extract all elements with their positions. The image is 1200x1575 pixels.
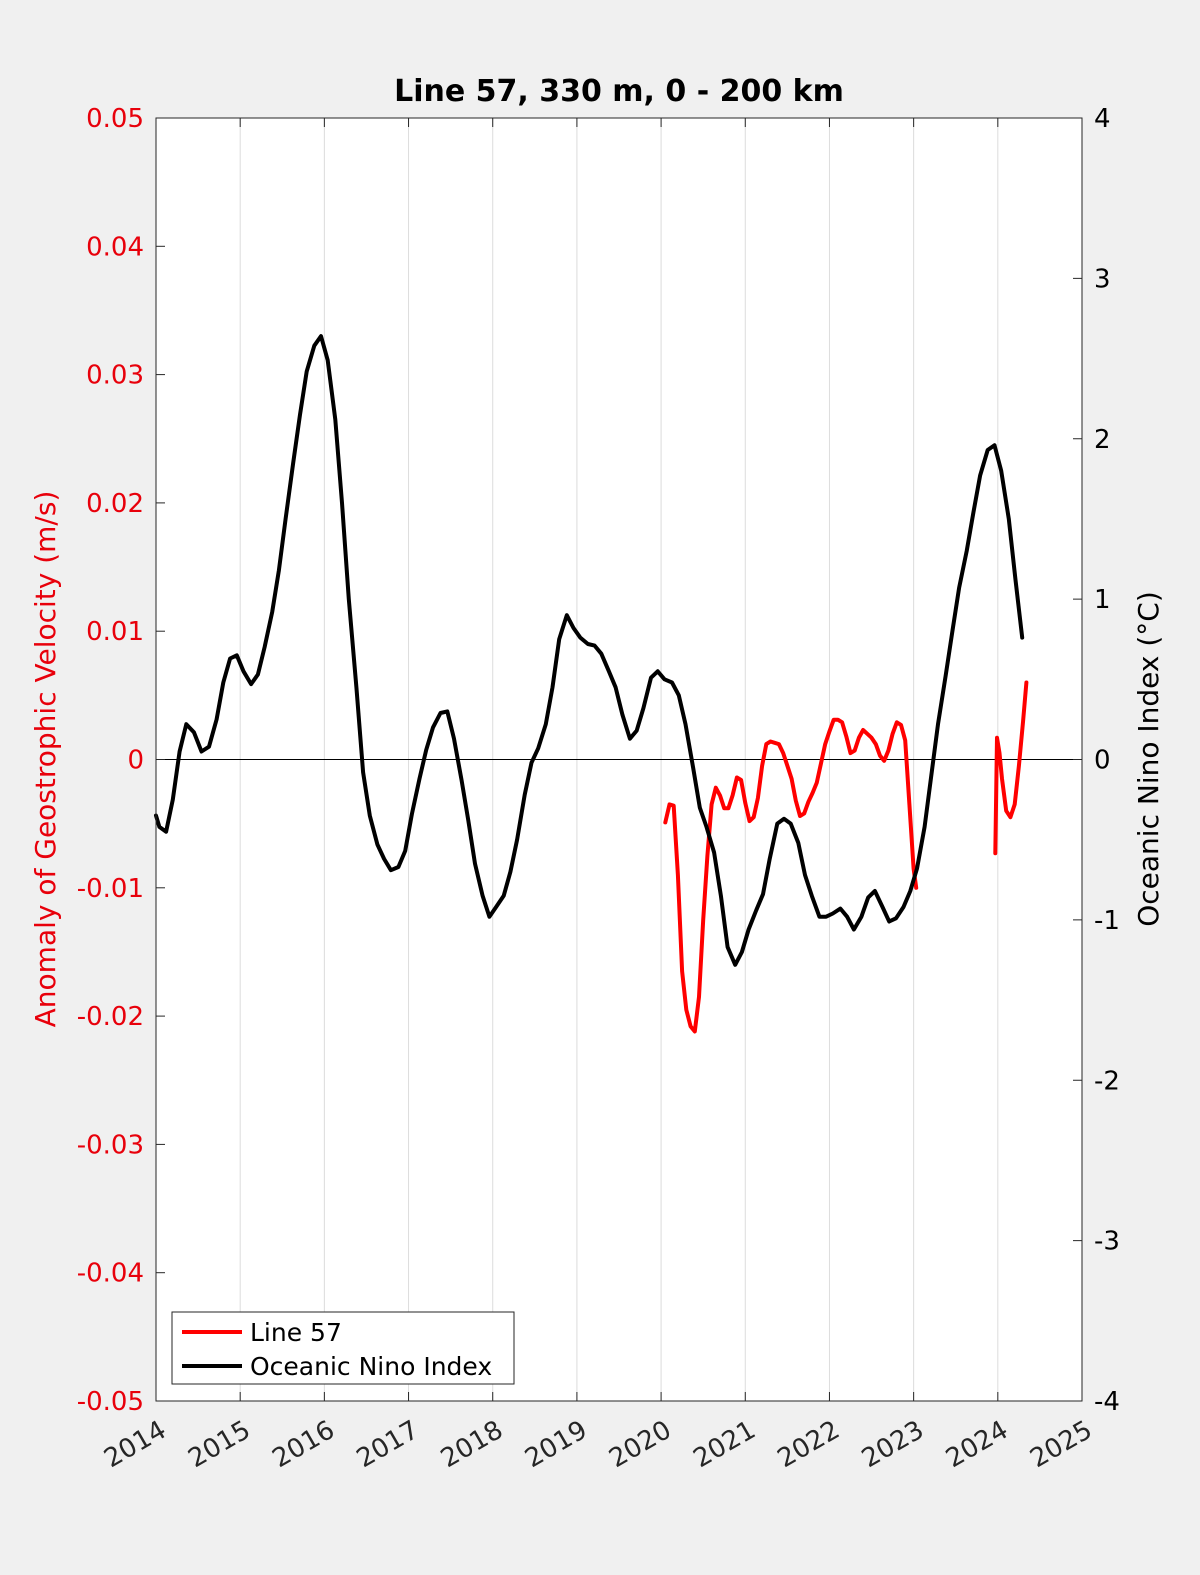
chart-title: Line 57, 330 m, 0 - 200 km	[394, 74, 844, 109]
right-axis-label: Oceanic Nino Index (°C)	[1132, 591, 1165, 927]
x-tick-label-2018: 2018	[436, 1415, 508, 1474]
series-layer	[154, 334, 1029, 1034]
left-axis-label: Anomaly of Geostrophic Velocity (m/s)	[29, 491, 62, 1028]
left-tick-label-0: 0	[127, 746, 144, 776]
legend-label-line-57: Line 57	[250, 1318, 342, 1347]
left-tick-label-0-05: -0.05	[77, 1387, 144, 1417]
left-tick-label-0-03: -0.03	[77, 1130, 144, 1160]
right-tick-label-0: 0	[1094, 746, 1111, 776]
x-tick-label-2023: 2023	[857, 1415, 929, 1474]
left-tick-label-0-01: -0.01	[77, 874, 144, 904]
x-tick-label-2014: 2014	[99, 1415, 171, 1474]
series-line-oceanic-nino-index-segment-1	[154, 334, 1025, 967]
left-tick-label-0-02: 0.02	[86, 489, 144, 519]
right-tick-label-1: -1	[1094, 906, 1120, 936]
left-tick-label-0-04: 0.04	[86, 232, 144, 262]
x-tick-label-2025: 2025	[1025, 1415, 1097, 1474]
x-tick-label-2017: 2017	[352, 1415, 424, 1474]
x-tick-label-2020: 2020	[604, 1415, 676, 1474]
right-tick-label-2: 2	[1094, 425, 1111, 455]
x-tick-label-2022: 2022	[773, 1415, 845, 1474]
legend-label-oceanic-nino-index: Oceanic Nino Index	[250, 1352, 492, 1381]
left-tick-label-0-02: -0.02	[77, 1002, 144, 1032]
series-line-line-57-segment-2	[993, 680, 1029, 856]
left-tick-label-0-03: 0.03	[86, 361, 144, 391]
right-tick-label-2: -2	[1094, 1066, 1120, 1096]
legend-box	[171, 1311, 515, 1385]
left-tick-label-0-05: 0.05	[86, 104, 144, 134]
legend: Line 57 Oceanic Nino Index	[171, 1311, 515, 1385]
right-tick-label-3: -3	[1094, 1227, 1120, 1257]
left-tick-label-0-04: -0.04	[77, 1259, 144, 1289]
right-tick-label-1: 1	[1094, 585, 1111, 615]
right-tick-label-4: 4	[1094, 104, 1111, 134]
right-tick-label-3: 3	[1094, 264, 1111, 294]
x-tick-label-2016: 2016	[268, 1415, 340, 1474]
left-tick-label-0-01: 0.01	[86, 617, 144, 647]
x-tick-label-2024: 2024	[941, 1415, 1013, 1474]
x-tick-label-2019: 2019	[520, 1415, 592, 1474]
right-y-axis: 4 3 2 1 0 -1 -2 -3 -4	[1073, 104, 1120, 1417]
x-tick-label-2021: 2021	[688, 1415, 760, 1474]
left-y-axis: 0.05 0.04 0.03 0.02 0.01 0 -0.01 -0.02 -0.03 -0.0…	[77, 104, 165, 1417]
x-tick-label-2015: 2015	[183, 1415, 255, 1474]
series-line-line-57-segment-1	[663, 717, 919, 1034]
right-tick-label-4: -4	[1094, 1387, 1120, 1417]
